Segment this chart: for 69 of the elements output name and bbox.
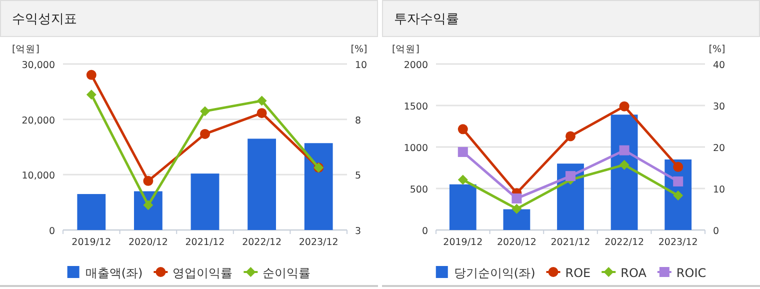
y2-tick-label: 10 — [355, 60, 368, 71]
y2-tick-label: 3 — [355, 226, 362, 237]
point — [673, 162, 684, 172]
y2-tick-label: 10 — [713, 184, 726, 196]
point — [619, 160, 630, 170]
point — [512, 204, 522, 214]
y-tick-label: 1500 — [404, 102, 428, 112]
y-tick-label: 20,000 — [22, 115, 55, 126]
legend-label: 매출액(좌) — [85, 266, 143, 280]
y2-tick-label: 0 — [713, 226, 720, 237]
x-tick-label: 2021/12 — [550, 237, 590, 248]
bar — [503, 209, 530, 230]
bar — [77, 194, 106, 230]
legend-label: 영업이익률 — [172, 266, 233, 280]
y-tick-label: 0 — [422, 226, 428, 237]
legend-label: ROA — [620, 266, 648, 280]
legend-label: 순이익률 — [262, 266, 311, 280]
y-tick-label: 500 — [410, 184, 428, 196]
x-tick-label: 2022/12 — [604, 237, 644, 248]
y2-tick-label: 20 — [713, 143, 726, 154]
y-tick-label: 10,000 — [22, 170, 55, 182]
bar — [304, 143, 333, 230]
y-axis-title: [억원] — [392, 44, 420, 55]
point — [673, 190, 684, 201]
x-tick-label: 2020/12 — [128, 237, 168, 248]
legend-label: 당기순이익(좌) — [454, 266, 536, 280]
y-tick-label: 0 — [48, 226, 55, 237]
point — [256, 96, 267, 106]
point — [619, 145, 630, 156]
y-tick-label: 2000 — [404, 60, 428, 71]
point — [86, 70, 96, 80]
y2-tick-label: 5 — [355, 170, 362, 182]
y2-tick-label: 30 — [713, 102, 726, 112]
point — [512, 193, 522, 204]
x-tick-label: 2019/12 — [443, 237, 483, 248]
point — [458, 124, 468, 134]
y2-axis-title: [%] — [350, 44, 368, 55]
x-tick-label: 2020/12 — [496, 237, 536, 248]
y2-tick-label: 8 — [355, 115, 362, 126]
x-tick-label: 2023/12 — [298, 237, 338, 248]
x-tick-label: 2022/12 — [242, 237, 282, 248]
legend-label: ROE — [565, 266, 591, 280]
point — [200, 106, 210, 116]
y2-axis-title: [%] — [708, 44, 726, 55]
y-axis-title: [억원] — [12, 44, 40, 55]
point — [256, 108, 267, 118]
point — [86, 90, 96, 100]
legend-label: ROIC — [676, 266, 706, 280]
point — [200, 128, 210, 139]
y-tick-label: 1000 — [404, 143, 428, 154]
y2-tick-label: 40 — [713, 60, 726, 71]
point — [458, 146, 468, 157]
bar — [248, 138, 276, 230]
bar — [134, 191, 162, 230]
point — [143, 176, 154, 186]
y-tick-label: 30,000 — [22, 60, 55, 71]
chart-title: 수익성지표 — [12, 12, 77, 27]
point — [673, 176, 684, 186]
point — [619, 101, 630, 112]
x-tick-label: 2021/12 — [185, 237, 225, 248]
x-tick-label: 2019/12 — [72, 237, 112, 248]
bar — [449, 184, 476, 230]
point — [566, 131, 576, 142]
x-tick-label: 2023/12 — [658, 237, 698, 248]
bar — [190, 174, 220, 230]
point — [458, 174, 468, 185]
chart-title: 투자수익률 — [394, 12, 459, 27]
bar — [610, 114, 638, 230]
point — [566, 171, 576, 182]
